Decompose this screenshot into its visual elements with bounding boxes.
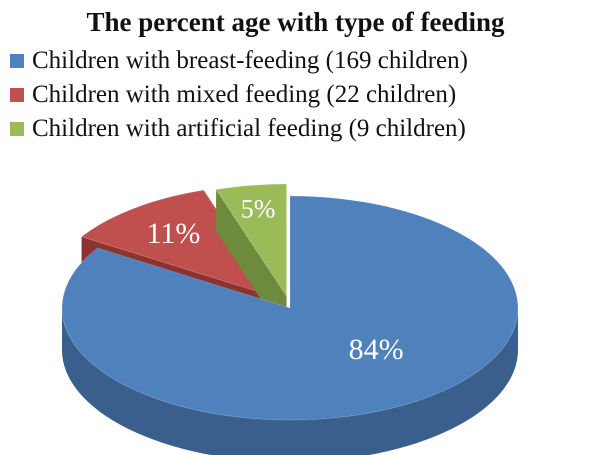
- pie-slice-side-breast-feeding: [62, 308, 518, 455]
- pie-slice-top-artificial-feeding: [215, 183, 288, 298]
- chart-title: The percent age with type of feeding: [86, 7, 505, 37]
- data-label-mixed-feeding: 11%: [147, 217, 201, 250]
- legend-label-mixed-feeding: Children with mixed feeding (22 children…: [32, 81, 457, 108]
- legend-label-breast-feeding: Children with breast-feeding (169 childr…: [32, 47, 468, 74]
- legend: Children with breast-feeding (169 childr…: [10, 44, 468, 146]
- legend-item-artificial-feeding: Children with artificial feeding (9 chil…: [10, 112, 468, 146]
- legend-item-breast-feeding: Children with breast-feeding (169 childr…: [10, 44, 468, 78]
- legend-swatch-breast-feeding: [10, 54, 24, 68]
- data-label-breast-feeding: 84%: [349, 333, 404, 366]
- legend-label-artificial-feeding: Children with artificial feeding (9 chil…: [32, 115, 466, 142]
- pie-slice-top-mixed-feeding: [80, 189, 276, 298]
- pie-slice-breast-feeding: [61, 195, 519, 455]
- pie-slice-top-breast-feeding: [61, 195, 519, 421]
- legend-swatch-artificial-feeding: [10, 122, 24, 136]
- pie-slice-artificial-feeding: [215, 183, 288, 339]
- legend-swatch-mixed-feeding: [10, 88, 24, 102]
- pie-slice-cut-artificial-feeding: [216, 189, 287, 339]
- legend-item-mixed-feeding: Children with mixed feeding (22 children…: [10, 78, 468, 112]
- data-label-artificial-feeding: 5%: [241, 195, 276, 224]
